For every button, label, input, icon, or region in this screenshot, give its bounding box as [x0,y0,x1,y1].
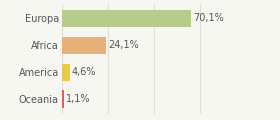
Bar [62,63,70,81]
Bar [62,10,191,27]
Bar [62,90,64,108]
Text: 1,1%: 1,1% [66,94,90,104]
Bar [62,37,106,54]
Text: 4,6%: 4,6% [72,67,96,77]
Text: 70,1%: 70,1% [193,13,224,23]
Text: 24,1%: 24,1% [108,40,139,50]
